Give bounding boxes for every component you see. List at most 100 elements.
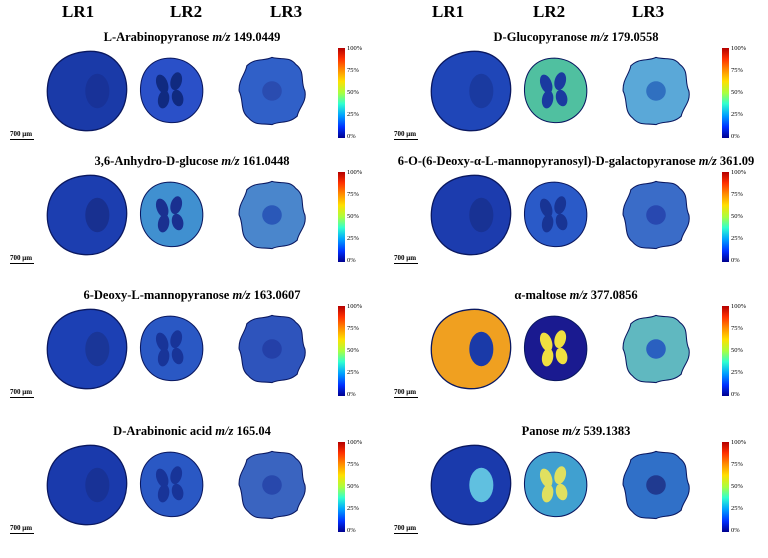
compound-name: 6-O-(6-Deoxy-α-L-mannopyranosyl)-D-galac… bbox=[397, 154, 699, 168]
compound-name: α-maltose bbox=[514, 288, 570, 302]
colorbar bbox=[722, 172, 729, 262]
scale-bar: 700 μm bbox=[394, 130, 418, 140]
colorbar-tick: 100% bbox=[347, 303, 363, 310]
mz-label: m/z bbox=[215, 424, 234, 438]
colorbar-tick: 25% bbox=[731, 505, 743, 512]
colorbar bbox=[338, 172, 345, 262]
scale-bar-line bbox=[394, 533, 418, 534]
tissue-image-lr3 bbox=[238, 180, 306, 250]
column-header-lr2-left: LR2 bbox=[170, 2, 203, 21]
column-header-lr3-left: LR3 bbox=[270, 2, 303, 21]
colorbar-tick: 25% bbox=[731, 235, 743, 242]
colorbar-tick: 0% bbox=[731, 133, 740, 140]
scale-bar-line bbox=[10, 263, 34, 264]
colorbar bbox=[722, 306, 729, 396]
mz-label: m/z bbox=[562, 424, 581, 438]
panel-7: D-Arabinonic acid m/z 165.04 700 μm 100% 75… bbox=[0, 424, 384, 558]
scale-bar: 700 μm bbox=[10, 524, 34, 534]
panel-title: Panose m/z 539.1383 bbox=[384, 424, 768, 439]
mz-label: m/z bbox=[698, 154, 717, 168]
scale-bar: 700 μm bbox=[394, 524, 418, 534]
compound-name: D-Arabinonic acid bbox=[113, 424, 216, 438]
scale-bar: 700 μm bbox=[10, 388, 34, 398]
panel-2: D-Glucopyranose m/z 179.0558 700 μm 100% 75… bbox=[384, 30, 768, 164]
colorbar-tick: 25% bbox=[347, 505, 359, 512]
colorbar-tick: 100% bbox=[731, 303, 747, 310]
tissue-image-lr3 bbox=[622, 450, 690, 520]
panel-title: 6-Deoxy-L-mannopyranose m/z 163.0607 bbox=[0, 288, 384, 303]
mz-value: 361.09 bbox=[716, 154, 755, 168]
colorbar-tick: 0% bbox=[347, 527, 356, 534]
scale-bar-label: 700 μm bbox=[394, 130, 417, 138]
colorbar-tick: 0% bbox=[731, 391, 740, 398]
mz-label: m/z bbox=[221, 154, 240, 168]
colorbar-tick: 0% bbox=[731, 257, 740, 264]
scale-bar-label: 700 μm bbox=[10, 130, 33, 138]
colorbar-tick: 25% bbox=[347, 235, 359, 242]
colorbar-tick: 100% bbox=[347, 439, 363, 446]
tissue-image-lr3 bbox=[622, 314, 690, 384]
compound-name: 6-Deoxy-L-mannopyranose bbox=[83, 288, 233, 302]
colorbar-tick: 50% bbox=[731, 483, 743, 490]
tissue-image-lr2 bbox=[523, 57, 588, 124]
column-header-lr1-left: LR1 bbox=[62, 2, 95, 21]
colorbar-tick: 75% bbox=[347, 191, 359, 198]
column-header-lr1-right: LR1 bbox=[432, 2, 465, 21]
panel-8: Panose m/z 539.1383 700 μm 100% 75% 50% 25% 0% bbox=[384, 424, 768, 558]
tissue-image-lr1 bbox=[430, 308, 512, 390]
scale-bar-label: 700 μm bbox=[10, 388, 33, 396]
scale-bar: 700 μm bbox=[10, 130, 34, 140]
scale-bar-label: 700 μm bbox=[394, 388, 417, 396]
colorbar-tick: 100% bbox=[731, 45, 747, 52]
mz-value: 165.04 bbox=[233, 424, 271, 438]
panel-3: 3,6-Anhydro-D-glucose m/z 161.0448 700 μm… bbox=[0, 154, 384, 288]
tissue-image-lr3 bbox=[622, 180, 690, 250]
compound-name: Panose bbox=[521, 424, 563, 438]
colorbar-tick: 75% bbox=[347, 461, 359, 468]
colorbar-tick: 0% bbox=[347, 257, 356, 264]
compound-name: D-Glucopyranose bbox=[493, 30, 591, 44]
scale-bar: 700 μm bbox=[10, 254, 34, 264]
panel-title: L-Arabinopyranose m/z 149.0449 bbox=[0, 30, 384, 45]
tissue-image-lr3 bbox=[238, 314, 306, 384]
colorbar-tick: 100% bbox=[731, 439, 747, 446]
panel-6: α-maltose m/z 377.0856 700 μm 100% 75% 50% 25… bbox=[384, 288, 768, 422]
colorbar-tick: 100% bbox=[731, 169, 747, 176]
tissue-image-lr1 bbox=[46, 444, 128, 526]
panel-title: 3,6-Anhydro-D-glucose m/z 161.0448 bbox=[0, 154, 384, 169]
mz-value: 163.0607 bbox=[250, 288, 301, 302]
colorbar-tick: 75% bbox=[731, 461, 743, 468]
panel-1: L-Arabinopyranose m/z 149.0449 700 μm 100%… bbox=[0, 30, 384, 164]
scale-bar-line bbox=[10, 397, 34, 398]
scale-bar-line bbox=[394, 397, 418, 398]
colorbar bbox=[722, 48, 729, 138]
tissue-image-lr2 bbox=[139, 315, 204, 382]
panel-title: 6-O-(6-Deoxy-α-L-mannopyranosyl)-D-galac… bbox=[384, 154, 768, 169]
colorbar-tick: 75% bbox=[731, 325, 743, 332]
scale-bar-label: 700 μm bbox=[394, 254, 417, 262]
scale-bar-label: 700 μm bbox=[10, 254, 33, 262]
colorbar bbox=[338, 306, 345, 396]
scale-bar-line bbox=[10, 139, 34, 140]
tissue-image-lr2 bbox=[139, 181, 204, 248]
colorbar-tick: 50% bbox=[731, 347, 743, 354]
mz-label: m/z bbox=[212, 30, 231, 44]
tissue-image-lr2 bbox=[139, 451, 204, 518]
mz-value: 179.0558 bbox=[608, 30, 659, 44]
colorbar-tick: 50% bbox=[347, 213, 359, 220]
panel-4: 6-O-(6-Deoxy-α-L-mannopyranosyl)-D-galac… bbox=[384, 154, 768, 288]
tissue-image-lr2 bbox=[523, 315, 588, 382]
tissue-image-lr1 bbox=[430, 50, 512, 132]
colorbar-tick: 50% bbox=[347, 347, 359, 354]
tissue-image-lr3 bbox=[622, 56, 690, 126]
panel-title: α-maltose m/z 377.0856 bbox=[384, 288, 768, 303]
colorbar-tick: 25% bbox=[731, 369, 743, 376]
colorbar-tick: 100% bbox=[347, 45, 363, 52]
mz-value: 377.0856 bbox=[587, 288, 638, 302]
colorbar-tick: 75% bbox=[731, 67, 743, 74]
colorbar-tick: 25% bbox=[347, 111, 359, 118]
tissue-image-lr1 bbox=[430, 174, 512, 256]
tissue-image-lr1 bbox=[46, 308, 128, 390]
scale-bar: 700 μm bbox=[394, 388, 418, 398]
column-header-lr2-right: LR2 bbox=[533, 2, 566, 21]
